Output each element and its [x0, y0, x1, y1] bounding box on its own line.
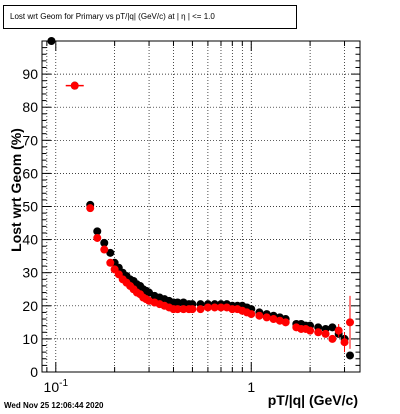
data-point — [106, 248, 115, 257]
data-point — [262, 313, 271, 322]
y-tick-label: 20 — [22, 298, 38, 314]
data-point — [179, 305, 188, 314]
data-point — [70, 81, 79, 90]
y-tick-label: 70 — [22, 132, 38, 148]
data-point — [203, 303, 212, 312]
y-tick-label: 80 — [22, 99, 38, 115]
y-tick-label: 40 — [22, 232, 38, 248]
timestamp: Wed Nov 25 12:06:44 2020 — [4, 401, 104, 410]
data-point — [306, 326, 315, 335]
data-point — [93, 233, 102, 242]
data-point — [340, 338, 349, 347]
data-point — [255, 311, 264, 320]
y-tick-label: 50 — [22, 199, 38, 215]
data-point — [106, 258, 115, 267]
data-point — [210, 303, 219, 312]
y-tick-label: 0 — [30, 364, 38, 380]
x-tick-label: 1 — [247, 379, 255, 395]
data-point — [173, 298, 182, 307]
data-point — [188, 305, 197, 314]
x-tick-label: 10-1 — [44, 378, 69, 395]
data-point — [173, 305, 182, 314]
axes — [41, 40, 361, 373]
data-point — [93, 227, 102, 236]
data-point — [346, 351, 355, 360]
chart-title: Lost wrt Geom for Primary vs pT/|q| (GeV… — [3, 5, 297, 29]
data-point — [328, 334, 337, 343]
data-point — [216, 303, 225, 312]
data-point — [100, 238, 109, 247]
data-point — [314, 328, 323, 337]
data-point — [334, 326, 343, 335]
tick-labels: 0 10 20 30 40 50 60 70 80 90 10-1 1 — [22, 66, 255, 395]
data-point — [86, 204, 95, 213]
data-point — [269, 315, 278, 324]
data-markers — [47, 37, 355, 360]
x-axis-label: pT/|q| (GeV/c) — [268, 392, 358, 408]
data-point — [47, 37, 56, 45]
data-point — [100, 245, 109, 254]
data-point — [321, 329, 330, 338]
data-point — [247, 310, 256, 319]
y-tick-label: 60 — [22, 165, 38, 181]
data-point — [346, 318, 355, 327]
y-tick-label: 30 — [22, 265, 38, 281]
data-point — [196, 305, 205, 314]
y-axis-label: Lost wrt Geom (%) — [8, 128, 24, 252]
y-tick-label: 90 — [22, 66, 38, 82]
y-tick-label: 10 — [22, 331, 38, 347]
data-point — [281, 318, 290, 327]
data-point — [328, 323, 337, 332]
